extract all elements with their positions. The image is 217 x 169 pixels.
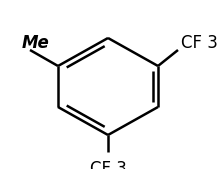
Text: CF 3: CF 3 <box>90 160 127 169</box>
Text: CF 3: CF 3 <box>181 34 217 52</box>
Text: Me: Me <box>22 34 50 52</box>
